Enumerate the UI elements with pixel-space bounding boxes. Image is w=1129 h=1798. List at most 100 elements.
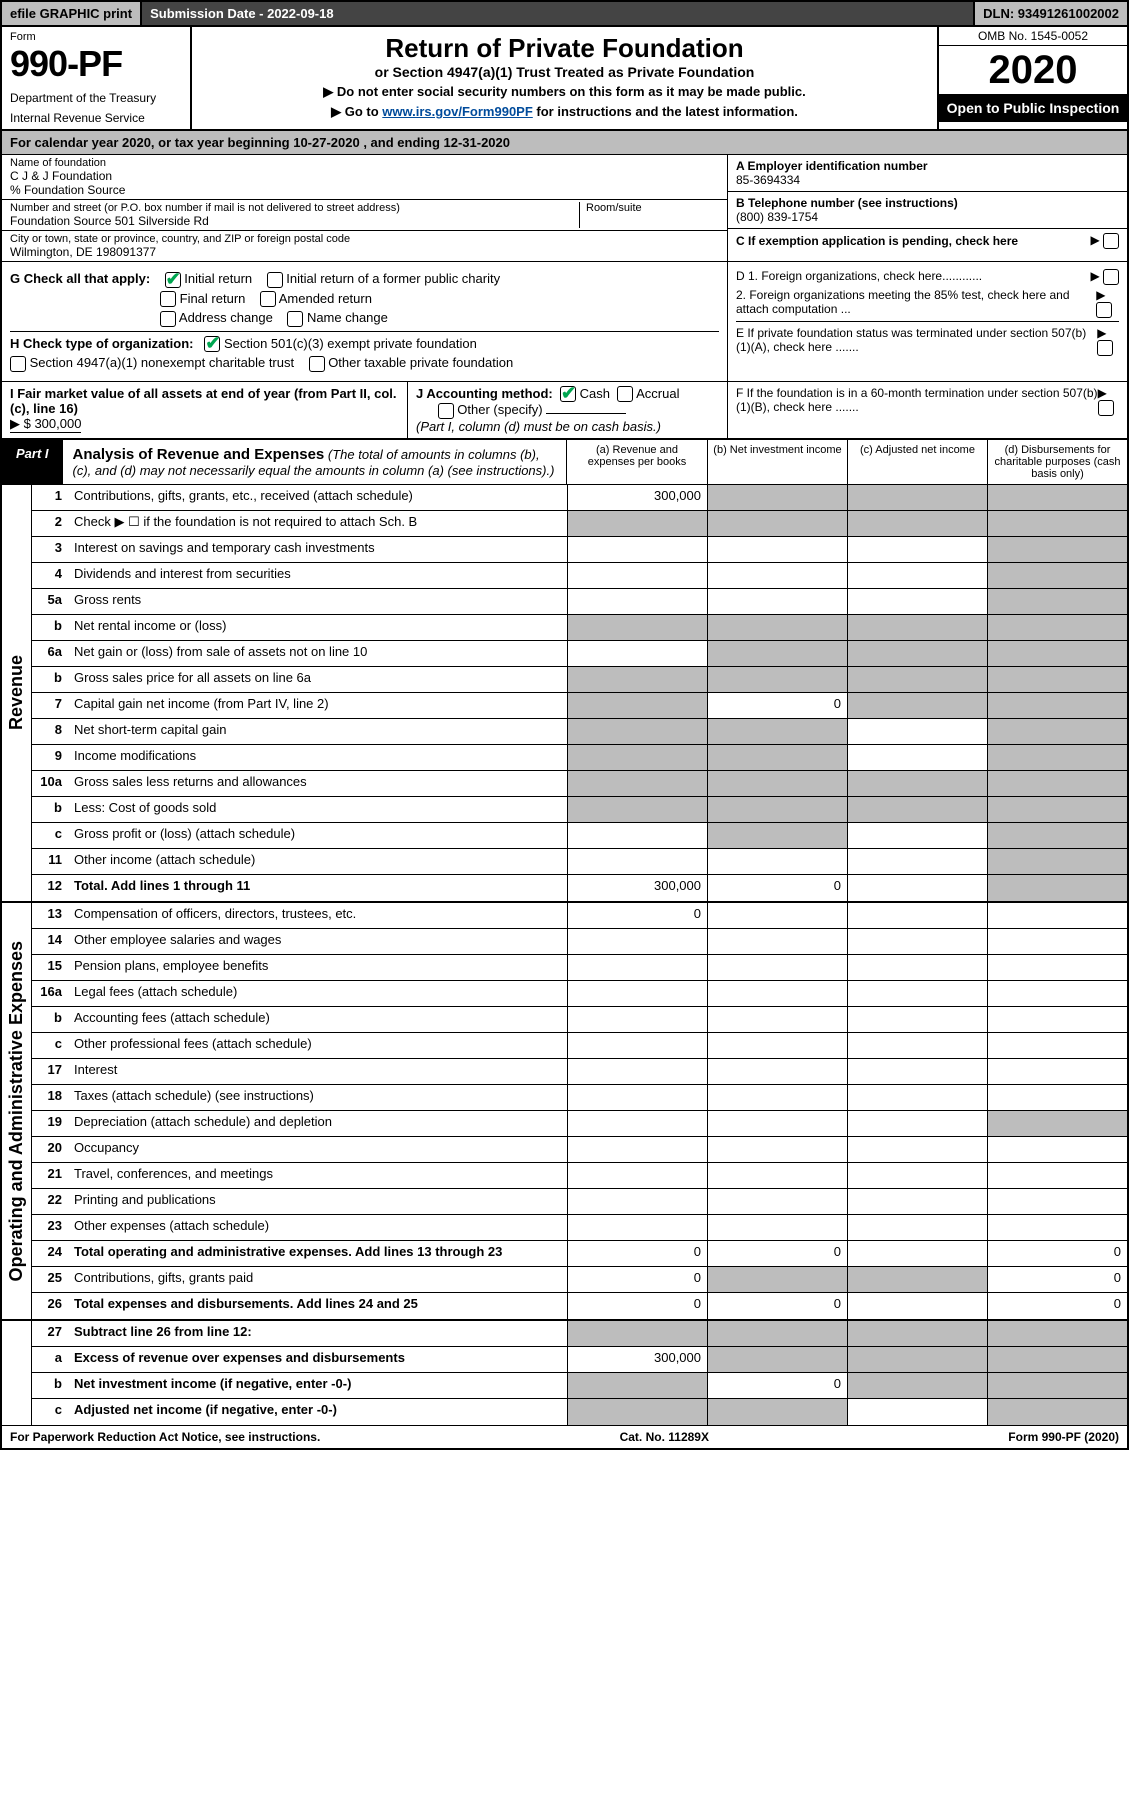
cell-c: [847, 1215, 987, 1240]
cell-d: [987, 485, 1127, 510]
e-checkbox[interactable]: [1097, 340, 1113, 356]
cell-d: [987, 719, 1127, 744]
d1-label: D 1. Foreign organizations, check here..…: [736, 269, 982, 285]
cell-d: [987, 875, 1127, 901]
other-taxable-checkbox[interactable]: [309, 356, 325, 372]
cell-d: [987, 929, 1127, 954]
cell-a: [567, 745, 707, 770]
row-label: Printing and publications: [68, 1189, 567, 1214]
cell-a: [567, 667, 707, 692]
4947-checkbox[interactable]: [10, 356, 26, 372]
submission-date: Submission Date - 2022-09-18: [142, 2, 973, 25]
cell-b: [707, 981, 847, 1006]
exemption-pending-label: C If exemption application is pending, c…: [736, 234, 1018, 248]
cell-a: [567, 1163, 707, 1188]
cell-c: [847, 1137, 987, 1162]
part1-title: Analysis of Revenue and Expenses: [73, 446, 325, 463]
row-label: Gross rents: [68, 589, 567, 614]
cell-a: [567, 771, 707, 796]
row-number: 7: [32, 693, 68, 718]
name-label: Name of foundation: [10, 157, 719, 169]
other-method-checkbox[interactable]: [438, 403, 454, 419]
j-cash: Cash: [580, 386, 610, 401]
tax-year: 2020: [939, 46, 1127, 94]
row-number: 26: [32, 1293, 68, 1319]
cell-a: [567, 981, 707, 1006]
cell-d: [987, 1111, 1127, 1136]
row-number: b: [32, 615, 68, 640]
cell-d: 0: [987, 1241, 1127, 1266]
row-number: 8: [32, 719, 68, 744]
city-label: City or town, state or province, country…: [10, 233, 719, 245]
cell-d: [987, 589, 1127, 614]
irs-link[interactable]: www.irs.gov/Form990PF: [382, 104, 533, 119]
ein-label: A Employer identification number: [736, 159, 1119, 173]
d2-checkbox[interactable]: [1096, 302, 1112, 318]
row-number: c: [32, 823, 68, 848]
cell-a: [567, 1085, 707, 1110]
cell-c: [847, 797, 987, 822]
accrual-checkbox[interactable]: [617, 386, 633, 402]
cell-d: [987, 693, 1127, 718]
j-other: Other (specify): [457, 402, 542, 417]
omb-number: OMB No. 1545-0052: [939, 27, 1127, 46]
row-label: Excess of revenue over expenses and disb…: [68, 1347, 567, 1372]
goto-suffix: for instructions and the latest informat…: [533, 104, 798, 119]
f-checkbox[interactable]: [1098, 400, 1114, 416]
cell-c: [847, 641, 987, 666]
cell-b: [707, 745, 847, 770]
h-item-0: Section 501(c)(3) exempt private foundat…: [224, 336, 477, 351]
cell-d: [987, 1163, 1127, 1188]
expenses-side-label: Operating and Administrative Expenses: [6, 941, 27, 1281]
cell-d: [987, 1347, 1127, 1372]
initial-return-checkbox[interactable]: [165, 272, 181, 288]
cell-b: [707, 537, 847, 562]
row-number: 24: [32, 1241, 68, 1266]
row-label: Interest: [68, 1059, 567, 1084]
amended-return-checkbox[interactable]: [260, 291, 276, 307]
cell-b: [707, 1111, 847, 1136]
row-label: Net rental income or (loss): [68, 615, 567, 640]
cell-d: [987, 981, 1127, 1006]
row-number: 11: [32, 849, 68, 874]
exemption-checkbox[interactable]: [1103, 233, 1119, 249]
cell-c: [847, 511, 987, 536]
cell-a: 0: [567, 903, 707, 928]
address-change-checkbox[interactable]: [160, 311, 176, 327]
d2-label: 2. Foreign organizations meeting the 85%…: [736, 288, 1096, 318]
row-label: Subtract line 26 from line 12:: [68, 1321, 567, 1346]
d1-checkbox[interactable]: [1103, 269, 1119, 285]
cell-d: [987, 849, 1127, 874]
row-number: 17: [32, 1059, 68, 1084]
cell-d: [987, 615, 1127, 640]
final-return-checkbox[interactable]: [160, 291, 176, 307]
cell-d: [987, 903, 1127, 928]
cell-d: [987, 823, 1127, 848]
501c3-checkbox[interactable]: [204, 336, 220, 352]
cell-b: [707, 1267, 847, 1292]
g-item-5: Name change: [307, 310, 388, 325]
initial-former-checkbox[interactable]: [267, 272, 283, 288]
cell-d: [987, 537, 1127, 562]
cell-a: [567, 719, 707, 744]
row-label: Dividends and interest from securities: [68, 563, 567, 588]
g-item-4: Address change: [179, 310, 273, 325]
name-change-checkbox[interactable]: [287, 311, 303, 327]
g-item-1: Initial return of a former public charit…: [286, 271, 500, 286]
cell-a: [567, 1137, 707, 1162]
cell-d: [987, 1321, 1127, 1346]
cell-c: [847, 1085, 987, 1110]
row-number: b: [32, 1007, 68, 1032]
cell-c: [847, 903, 987, 928]
cell-c: [847, 667, 987, 692]
cell-c: [847, 1347, 987, 1372]
row-label: Total operating and administrative expen…: [68, 1241, 567, 1266]
cash-checkbox[interactable]: [560, 386, 576, 402]
address-label: Number and street (or P.O. box number if…: [10, 202, 579, 214]
cell-b: [707, 771, 847, 796]
cell-b: [707, 1399, 847, 1425]
g-item-0: Initial return: [184, 271, 252, 286]
cell-a: [567, 641, 707, 666]
cell-d: [987, 1085, 1127, 1110]
phone-value: (800) 839-1754: [736, 210, 1119, 224]
